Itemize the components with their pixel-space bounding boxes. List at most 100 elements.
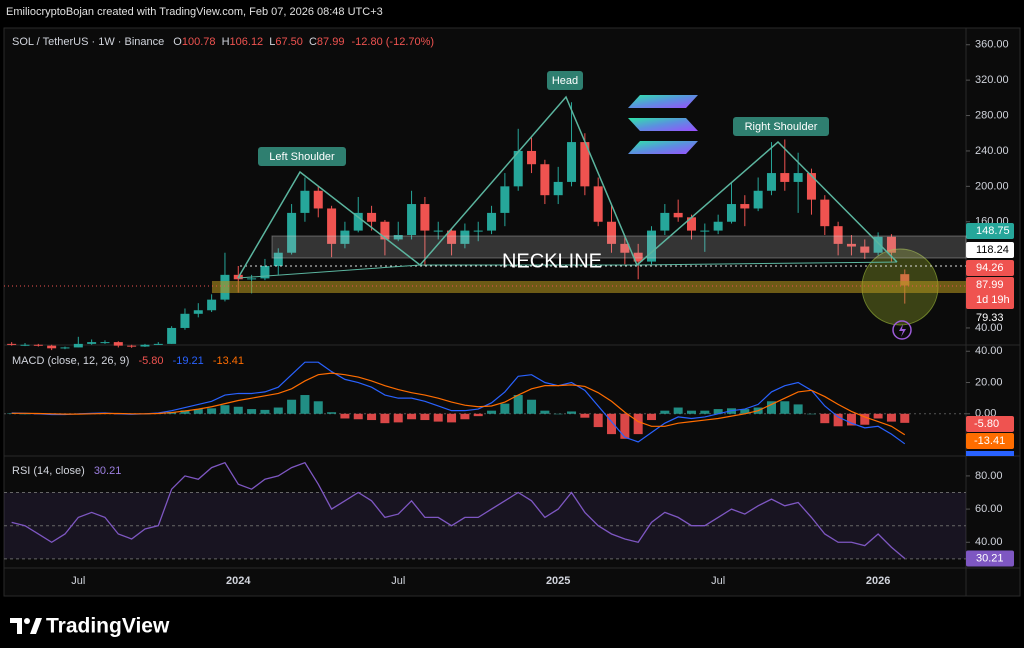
histogram-bar xyxy=(447,413,457,423)
candle-body xyxy=(700,230,710,232)
macd-badge xyxy=(966,433,1014,449)
rsi-line xyxy=(11,461,906,560)
price-badge-label: 148.75 xyxy=(976,225,1010,237)
candle-body xyxy=(127,345,137,347)
histogram-bar xyxy=(553,413,563,415)
rsi-value: 30.21 xyxy=(94,465,122,477)
histogram-bar xyxy=(860,413,870,425)
candle-body xyxy=(553,181,563,196)
annotation: Left Shoulder xyxy=(269,151,335,163)
histogram-bar xyxy=(487,410,497,414)
histogram-bar xyxy=(500,403,510,414)
histogram-bar xyxy=(287,399,297,414)
ohlc-key: L xyxy=(269,36,275,48)
candle-body xyxy=(433,230,443,232)
candle-body xyxy=(900,274,910,286)
drawings: Left Shoulder Head Right Shoulder NECKLI… xyxy=(4,71,967,340)
histogram-bar xyxy=(713,409,723,414)
candle-body xyxy=(540,164,550,196)
histogram-bar xyxy=(420,413,430,421)
head-shoulders-pattern xyxy=(237,95,898,279)
candle-body xyxy=(60,347,70,349)
y-tick-label: 40.00 xyxy=(975,345,1003,357)
histogram-bar xyxy=(460,413,470,420)
candle-body xyxy=(180,313,190,328)
price-badge-label: 118.24 xyxy=(976,244,1009,256)
candle-body xyxy=(527,150,537,165)
candle-body xyxy=(833,226,843,244)
candle-body xyxy=(686,217,696,231)
candle-body xyxy=(660,212,670,231)
candle-body xyxy=(393,235,403,240)
candle-body xyxy=(300,190,310,213)
candle-body xyxy=(167,327,177,344)
candle-body xyxy=(247,278,257,280)
histogram-bar xyxy=(247,409,257,414)
histogram-bar xyxy=(180,410,190,414)
countdown: 1d 19h xyxy=(976,294,1010,306)
ohlc-value: 100.78 xyxy=(182,36,216,48)
histogram-bar xyxy=(806,413,816,415)
y-tick-label: 20.00 xyxy=(975,376,1003,388)
ohlc-key: H xyxy=(222,36,230,48)
candle-body xyxy=(153,343,163,345)
candle-body xyxy=(420,204,430,231)
macd-value: -19.21 xyxy=(173,355,204,367)
macd-value: -13.41 xyxy=(213,355,244,367)
candle-body xyxy=(513,150,523,187)
x-tick-label: 2026 xyxy=(866,575,890,587)
y-tick-label: 60.00 xyxy=(975,503,1003,515)
candle-body xyxy=(500,186,510,213)
macd-badge-strip xyxy=(966,451,1014,456)
candle-body xyxy=(367,212,377,222)
histogram-bar xyxy=(700,410,710,414)
candle-body xyxy=(673,212,683,218)
candle-body xyxy=(407,204,417,236)
rsi-badge xyxy=(966,550,1014,567)
histogram-bar xyxy=(353,413,363,420)
histogram-bar xyxy=(260,409,270,414)
candle-body xyxy=(380,221,390,240)
macd-line xyxy=(11,372,906,436)
candle-body xyxy=(207,299,217,311)
histogram-bar xyxy=(540,410,550,414)
histogram-bar xyxy=(513,395,523,414)
histogram-bar xyxy=(193,409,203,414)
alert-icon-bolt xyxy=(899,324,906,337)
histogram-bar xyxy=(900,413,910,423)
candle-body xyxy=(140,344,150,347)
histogram-bar xyxy=(527,399,537,414)
pattern-base xyxy=(636,261,898,266)
candle-body xyxy=(73,343,83,348)
y-tick-label: 240.00 xyxy=(975,145,1009,157)
candle-body xyxy=(47,345,57,349)
alert-icon[interactable] xyxy=(892,320,912,340)
neckline-label: NECKLINE xyxy=(502,250,602,272)
candle-body xyxy=(580,142,590,187)
footer-brand: TradingView xyxy=(46,615,170,638)
change: -12.80 (-12.70%) xyxy=(352,36,435,48)
candle-body xyxy=(487,212,497,231)
candle-body xyxy=(287,212,297,253)
annotation-box xyxy=(733,117,829,136)
candle-body xyxy=(633,252,643,262)
histogram-bar xyxy=(340,413,350,419)
histogram-bar xyxy=(380,413,390,424)
annotation: Head xyxy=(552,75,578,87)
macd-badge-label: -13.41 xyxy=(974,435,1005,447)
candle-body xyxy=(766,173,776,191)
candle-body xyxy=(87,342,97,344)
ohlc-value: 87.99 xyxy=(317,36,345,48)
histogram-bar xyxy=(300,395,310,414)
pattern-base xyxy=(237,264,421,279)
price-badge-label: 94.26 xyxy=(976,262,1004,274)
macd-value: -5.80 xyxy=(138,355,163,367)
candle-body xyxy=(753,190,763,209)
histogram-bar xyxy=(886,413,896,422)
chart-frame xyxy=(3,27,1021,597)
candle-body xyxy=(113,342,123,346)
histogram-bar xyxy=(313,401,323,414)
candle-body xyxy=(473,230,483,232)
histogram-bar xyxy=(433,413,443,422)
